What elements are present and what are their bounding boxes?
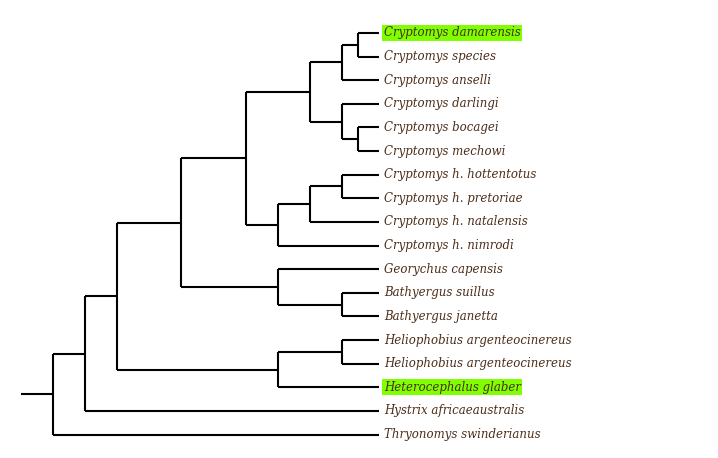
Text: Cryptomys bocagei: Cryptomys bocagei <box>384 121 498 134</box>
Text: Heterocephalus glaber: Heterocephalus glaber <box>384 381 521 394</box>
Text: Cryptomys species: Cryptomys species <box>384 50 496 63</box>
Text: Cryptomys h. hottentotus: Cryptomys h. hottentotus <box>384 168 536 181</box>
Text: Cryptomys h. nimrodi: Cryptomys h. nimrodi <box>384 239 513 252</box>
Text: Heliophobius argenteocinereus: Heliophobius argenteocinereus <box>384 333 572 347</box>
Text: Cryptomys mechowi: Cryptomys mechowi <box>384 145 505 158</box>
Text: Bathyergus suillus: Bathyergus suillus <box>384 286 495 299</box>
Text: Thryonomys swinderianus: Thryonomys swinderianus <box>384 428 541 441</box>
Text: Bathyergus janetta: Bathyergus janetta <box>384 310 498 323</box>
Text: Heliophobius argenteocinereus: Heliophobius argenteocinereus <box>384 357 572 370</box>
Text: Georychus capensis: Georychus capensis <box>384 262 503 276</box>
Text: Cryptomys damarensis: Cryptomys damarensis <box>384 27 521 39</box>
Text: Cryptomys darlingi: Cryptomys darlingi <box>384 97 498 110</box>
Text: Cryptomys h. natalensis: Cryptomys h. natalensis <box>384 215 528 229</box>
Text: Cryptomys anselli: Cryptomys anselli <box>384 74 491 87</box>
Text: Hystrix africaeaustralis: Hystrix africaeaustralis <box>384 404 524 417</box>
Text: Cryptomys h. pretoriae: Cryptomys h. pretoriae <box>384 192 523 205</box>
